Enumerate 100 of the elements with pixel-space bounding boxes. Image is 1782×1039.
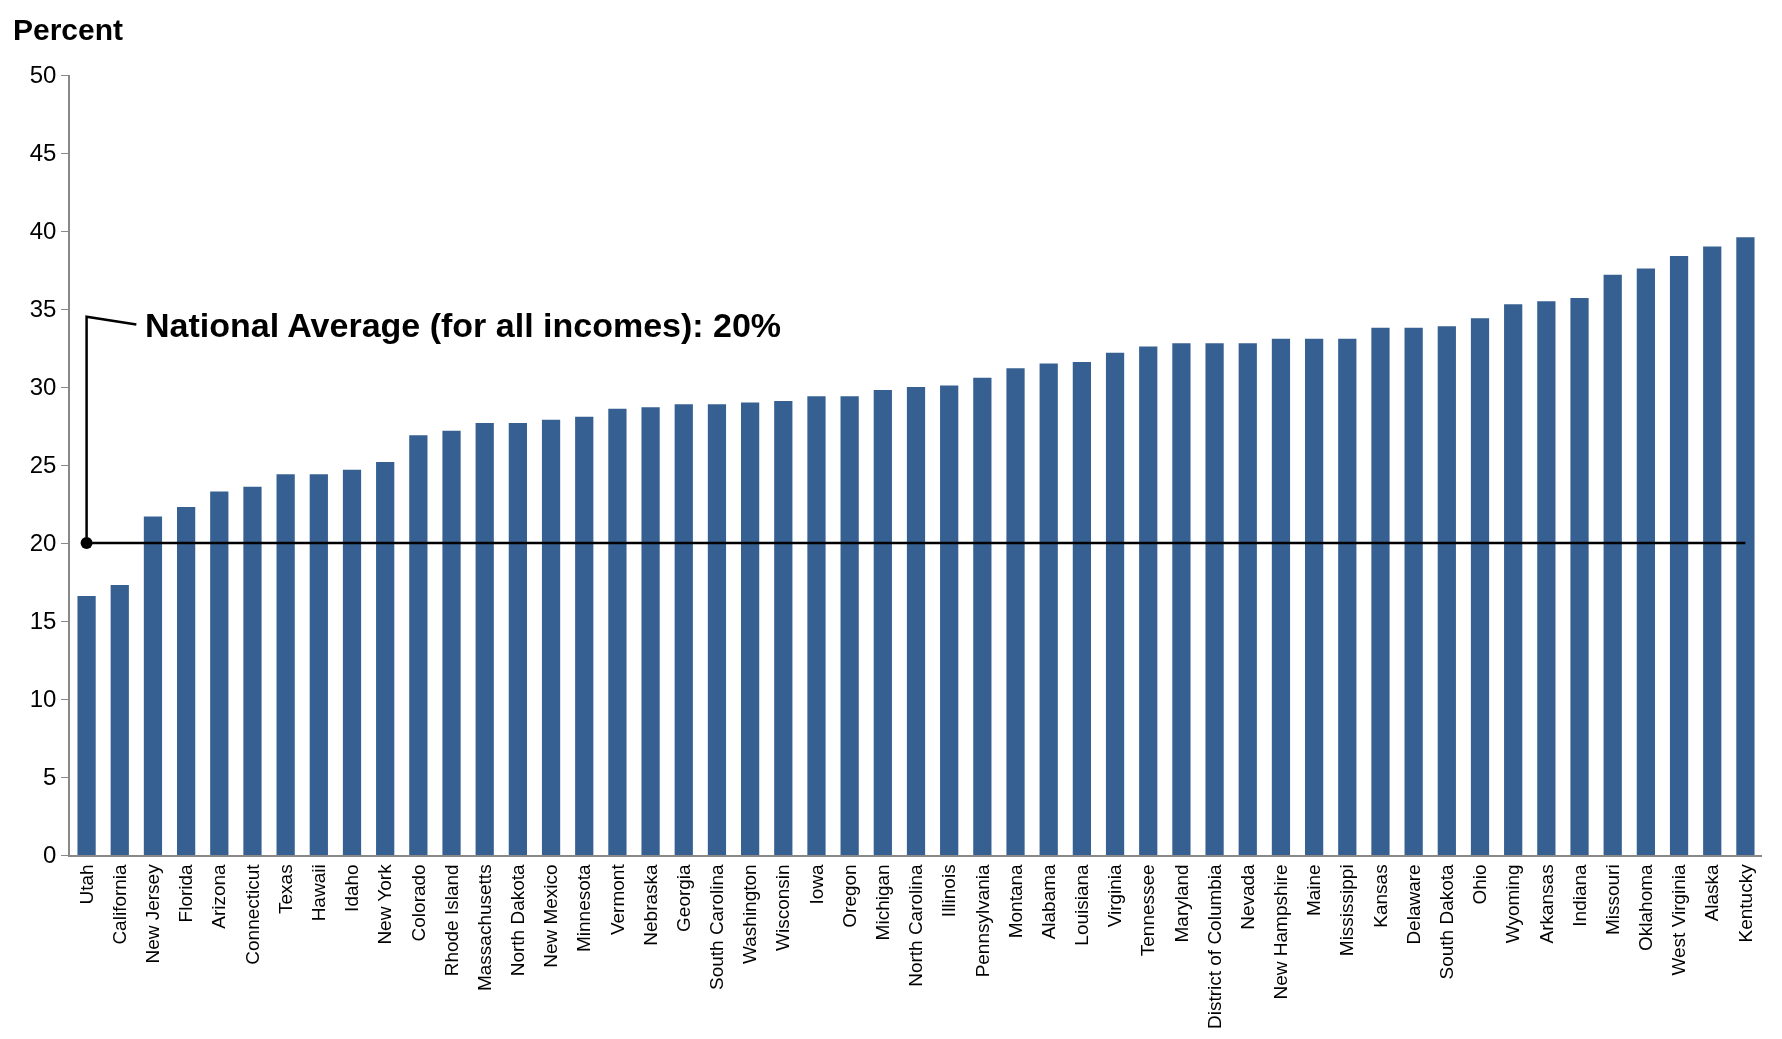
bar xyxy=(1338,338,1357,855)
bar xyxy=(1504,304,1523,855)
x-tick-label: Minnesota xyxy=(573,863,595,953)
x-tick-label: Wisconsin xyxy=(772,864,794,951)
bar xyxy=(1238,343,1257,855)
x-tick-label: Ohio xyxy=(1469,864,1491,905)
bar xyxy=(541,419,561,855)
x-tick-label: Rhode Island xyxy=(440,864,462,977)
x-tick-label: Nebraska xyxy=(639,863,661,946)
bar xyxy=(342,469,362,855)
bar xyxy=(1736,237,1755,855)
y-tick-label: 50 xyxy=(29,61,57,89)
bar xyxy=(77,596,96,855)
x-tick-label: Oregon xyxy=(838,864,860,928)
bar xyxy=(1105,352,1125,855)
y-tick-label: 30 xyxy=(29,373,57,401)
x-tick-label: Mississippi xyxy=(1336,864,1358,957)
y-tick-label: 10 xyxy=(29,685,57,713)
x-tick-label: New York xyxy=(374,863,396,945)
bar xyxy=(1139,346,1158,855)
x-tick-label: Louisiana xyxy=(1071,863,1093,946)
bar xyxy=(575,416,594,855)
x-tick-label: Kansas xyxy=(1369,864,1391,928)
x-tick-label: Kentucky xyxy=(1734,863,1756,943)
x-tick-label: West Virginia xyxy=(1668,863,1690,976)
x-tick-label: Arkansas xyxy=(1535,864,1557,944)
bar xyxy=(1304,338,1324,855)
x-tick-label: Washington xyxy=(739,864,761,964)
bar xyxy=(475,422,494,855)
bar xyxy=(1570,298,1589,855)
x-tick-label: Virginia xyxy=(1104,863,1126,928)
bar xyxy=(409,435,428,855)
bar xyxy=(740,402,760,855)
x-tick-label: Maryland xyxy=(1170,864,1192,943)
bar xyxy=(807,396,826,855)
x-tick-label: Florida xyxy=(175,863,197,923)
y-tick-label: 45 xyxy=(29,139,57,167)
bar xyxy=(906,387,926,855)
bar xyxy=(1271,338,1291,855)
x-tick-label: Illinois xyxy=(938,864,960,918)
bar xyxy=(1537,301,1556,855)
bar xyxy=(707,404,727,855)
bar xyxy=(940,385,959,855)
y-tick-label: 40 xyxy=(29,217,57,245)
x-tick-label: District of Columbia xyxy=(1203,863,1225,1030)
x-tick-label: Arizona xyxy=(208,863,230,929)
x-tick-label: Wyoming xyxy=(1502,864,1524,944)
bar xyxy=(973,377,992,855)
x-tick-label: Georgia xyxy=(672,863,694,932)
bar xyxy=(309,474,328,855)
bar xyxy=(1437,326,1456,855)
x-tick-label: Idaho xyxy=(341,864,363,912)
x-tick-label: Tennessee xyxy=(1137,864,1159,957)
x-tick-label: Montana xyxy=(1004,863,1026,939)
x-tick-label: Connecticut xyxy=(241,863,263,965)
bar xyxy=(110,585,129,855)
bar xyxy=(1039,363,1058,855)
x-tick-label: South Dakota xyxy=(1435,863,1457,980)
bar xyxy=(1072,362,1092,855)
bar xyxy=(1172,343,1191,855)
bar xyxy=(508,422,528,855)
x-tick-label: Michigan xyxy=(871,864,893,941)
bar xyxy=(210,491,229,855)
x-tick-label: Pennsylvania xyxy=(971,863,993,978)
bar xyxy=(1470,318,1490,855)
x-tick-label: Indiana xyxy=(1568,863,1590,927)
x-tick-label: Maine xyxy=(1303,864,1325,917)
bar xyxy=(840,396,859,855)
x-tick-label: New Hampshire xyxy=(1270,864,1292,1000)
x-tick-label: Hawaii xyxy=(307,864,329,922)
x-tick-label: Alabama xyxy=(1037,863,1059,940)
y-tick-label: 35 xyxy=(29,295,57,323)
x-tick-label: Utah xyxy=(75,864,97,905)
x-tick-label: Iowa xyxy=(805,863,827,905)
ref-line-label: National Average (for all incomes): 20% xyxy=(145,306,782,344)
x-tick-label: Vermont xyxy=(606,863,628,936)
x-tick-label: North Dakota xyxy=(507,863,529,977)
x-tick-label: Massachusetts xyxy=(473,864,495,992)
y-axis-title: Percent xyxy=(13,13,124,46)
bar xyxy=(674,404,693,855)
x-tick-label: New Jersey xyxy=(142,863,164,964)
y-tick-label: 20 xyxy=(29,529,57,557)
bar xyxy=(641,407,660,855)
bar xyxy=(1603,274,1622,855)
y-tick-label: 0 xyxy=(43,841,57,869)
x-tick-label: Texas xyxy=(274,864,296,914)
bar xyxy=(1371,327,1390,855)
bar xyxy=(774,401,793,855)
y-tick-label: 5 xyxy=(43,763,57,791)
bar xyxy=(608,408,627,855)
x-tick-label: Oklahoma xyxy=(1635,863,1657,951)
bar xyxy=(1006,368,1025,855)
bar xyxy=(1669,255,1689,855)
bar xyxy=(276,474,295,855)
x-tick-label: New Mexico xyxy=(540,864,562,968)
bar xyxy=(1404,327,1423,855)
x-tick-label: Colorado xyxy=(407,864,429,942)
bar xyxy=(442,430,461,855)
bar xyxy=(873,390,892,855)
x-tick-label: Alaska xyxy=(1701,863,1723,922)
